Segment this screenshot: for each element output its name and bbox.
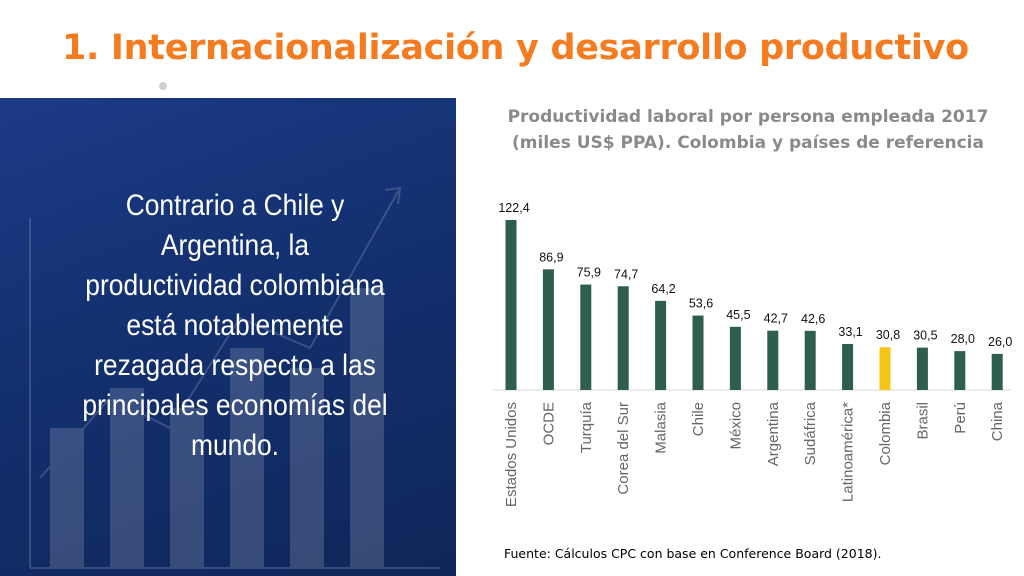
category-label-5: Chile [690,402,707,436]
value-label-3: 74,7 [614,267,638,281]
category-label-1: OCDE [540,402,557,445]
bar-3 [617,286,629,390]
value-label-1: 86,9 [539,250,563,264]
value-label-5: 53,6 [689,297,713,311]
background-chart-illustration [29,186,440,569]
category-label-12: Perú [952,402,969,434]
bar-8 [804,330,816,390]
value-label-13: 26,0 [988,335,1012,349]
bar-11 [916,347,928,390]
summary-panel: Contrario a Chile y Argentina, la produc… [0,98,456,576]
bar-1 [542,269,554,390]
value-label-2: 75,9 [577,266,601,280]
chart-title-line-2: (miles US$ PPA). Colombia y países de re… [512,133,984,153]
category-label-4: Malasia [653,401,670,453]
bar-5 [692,315,704,390]
bar-9 [842,344,854,390]
value-label-4: 64,2 [651,282,675,296]
value-label-12: 28,0 [951,332,975,346]
category-label-3: Corea del Sur [615,402,632,495]
chart-title-line-1: Productividad laboral por persona emplea… [507,107,989,127]
value-label-0: 122,4 [498,201,529,215]
summary-text: Contrario a Chile y Argentina, la produc… [82,189,388,462]
category-label-8: Sudáfrica [802,401,819,465]
chart-title: Productividad laboral por persona emplea… [468,104,1024,156]
bar-10 [879,347,891,390]
bar-2 [580,284,592,390]
source-note: Fuente: Cálculos CPC con base en Confere… [504,546,882,561]
category-label-9: Latinoamérica* [840,402,857,502]
category-label-0: Estados Unidos [503,402,520,507]
bar-13 [991,353,1003,390]
value-label-10: 30,8 [876,328,900,342]
category-label-7: Argentina [765,401,782,466]
value-label-7: 42,7 [764,312,788,326]
decorative-dot [159,82,167,90]
bar-6 [729,326,741,390]
category-label-2: Turquía [578,401,595,453]
value-label-6: 45,5 [726,308,750,322]
bar-4 [655,300,667,390]
category-label-10: Colombia [877,401,894,465]
bar-12 [954,351,966,390]
value-label-11: 30,5 [913,329,937,343]
category-label-6: México [727,402,744,450]
bar-0 [505,220,517,390]
value-label-9: 33,1 [838,325,862,339]
value-label-8: 42,6 [801,312,825,326]
category-label-11: Brasil [914,402,931,440]
slide-title: 1. Internacionalización y desarrollo pro… [62,28,969,68]
category-label-13: China [989,401,1006,441]
bar-7 [767,330,779,390]
